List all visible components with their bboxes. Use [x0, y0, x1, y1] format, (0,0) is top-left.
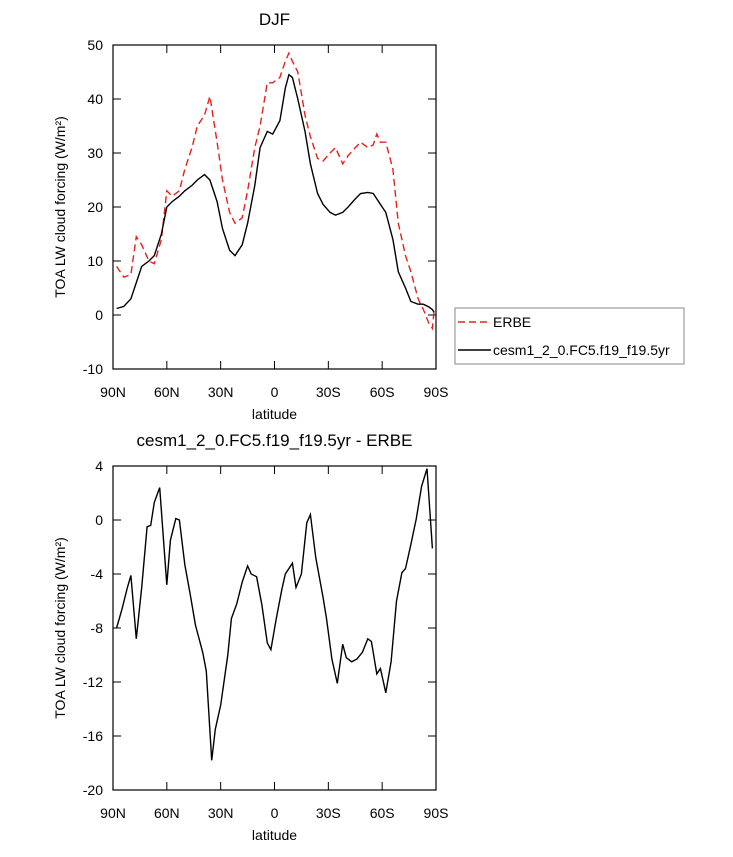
x-axis-label: latitude: [252, 406, 297, 422]
y-tick-label: 0: [95, 512, 103, 528]
x-tick-label: 90S: [424, 805, 449, 821]
y-tick-label: -4: [91, 566, 104, 582]
x-tick-label: 60S: [370, 384, 395, 400]
plot-frame: [112, 44, 437, 370]
y-tick-label: -10: [83, 361, 103, 377]
legend-box: [454, 307, 685, 365]
y-tick-label: 40: [87, 91, 103, 107]
chart-title: cesm1_2_0.FC5.f19_f19.5yr - ERBE: [137, 431, 413, 450]
x-tick-label: 90N: [100, 384, 126, 400]
y-tick-label: 50: [87, 37, 103, 53]
y-tick-label: 0: [95, 307, 103, 323]
x-tick-label: 90N: [100, 805, 126, 821]
x-tick-label: 0: [271, 384, 279, 400]
x-tick-label: 60S: [370, 805, 395, 821]
x-tick-label: 60N: [154, 805, 180, 821]
y-tick-label: 4: [95, 458, 103, 474]
x-tick-label: 90S: [424, 384, 449, 400]
legend-label: ERBE: [493, 314, 531, 330]
y-tick-label: -20: [83, 782, 103, 798]
x-tick-label: 30S: [316, 384, 341, 400]
x-tick-label: 30N: [208, 805, 234, 821]
y-tick-label: -12: [83, 674, 103, 690]
series-line: [116, 51, 435, 331]
y-tick-label: 30: [87, 145, 103, 161]
y-axis-label: TOA LW cloud forcing (W/m²): [52, 537, 68, 719]
x-axis-label: latitude: [252, 827, 297, 843]
y-axis-label: TOA LW cloud forcing (W/m²): [52, 116, 68, 298]
x-tick-label: 30N: [208, 384, 234, 400]
x-tick-label: 0: [271, 805, 279, 821]
plot-frame: [112, 465, 437, 791]
y-tick-label: -16: [83, 728, 103, 744]
y-tick-label: 10: [87, 253, 103, 269]
chart-title: DJF: [259, 10, 290, 29]
series-line: [116, 73, 435, 313]
x-tick-label: 60N: [154, 384, 180, 400]
series-line: [115, 468, 434, 761]
legend-label: cesm1_2_0.FC5.f19_f19.5yr: [493, 342, 670, 358]
y-tick-label: 20: [87, 199, 103, 215]
x-tick-label: 30S: [316, 805, 341, 821]
y-tick-label: -8: [91, 620, 104, 636]
